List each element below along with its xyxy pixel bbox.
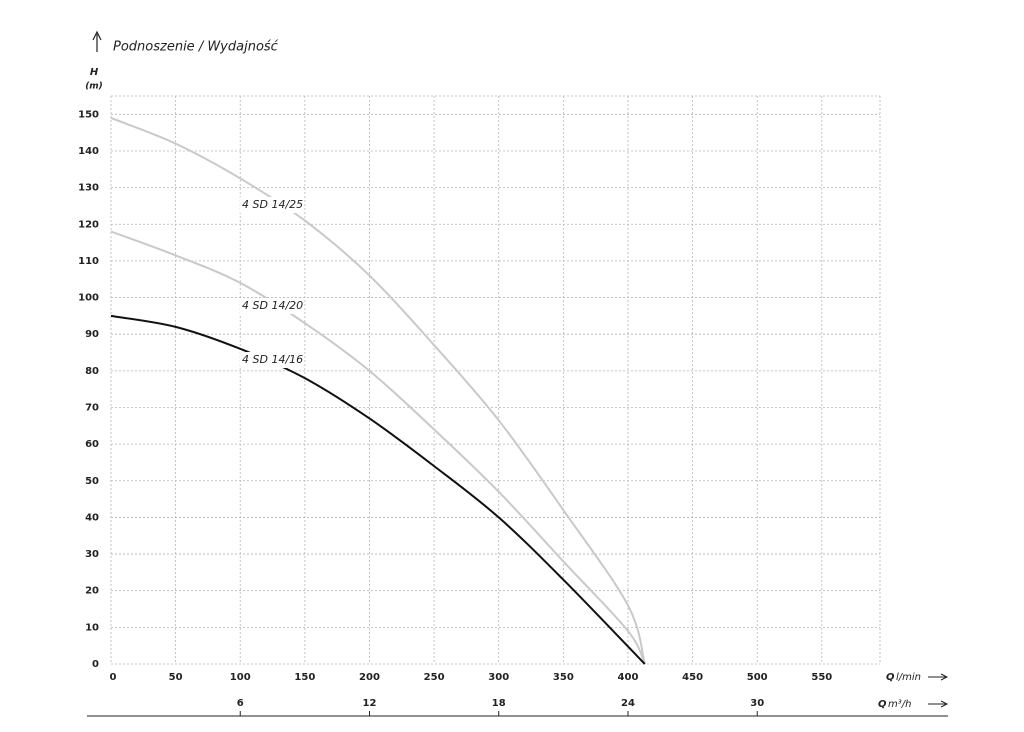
label-bg [240, 352, 302, 368]
y-tick-label: 30 [85, 549, 99, 560]
x-tick-label: 250 [424, 672, 445, 683]
y-tick-label: 120 [78, 219, 99, 230]
curve [110, 117, 646, 665]
curve-label: 4 SD 14/25 [242, 198, 303, 211]
x-label-symbol: Q [886, 672, 895, 683]
x-tick-label: 550 [811, 672, 832, 683]
x2-tick-label: 30 [750, 698, 764, 709]
x-tick-label: 150 [294, 672, 315, 683]
curve [110, 314, 646, 665]
y-tick-label: 0 [92, 659, 99, 670]
x2-tick-label: 24 [621, 698, 635, 709]
y-tick-label: 130 [78, 183, 99, 194]
y-tick-label: 10 [85, 622, 99, 633]
y-label: H [90, 67, 99, 78]
y-tick-label: 90 [85, 329, 99, 340]
y-tick-label: 60 [85, 439, 99, 450]
x2-tick-label: 12 [363, 698, 377, 709]
y-tick-label: 70 [85, 402, 99, 413]
y-tick-label: 150 [78, 109, 99, 120]
y-tick-label: 50 [85, 476, 99, 487]
y-tick-label: 140 [78, 146, 99, 157]
x2-tick-label: 6 [237, 698, 244, 709]
x-tick-label: 200 [359, 672, 380, 683]
y-arrow-head [92, 30, 102, 41]
x-tick-label: 450 [682, 672, 703, 683]
x2-tick-label: 18 [492, 698, 506, 709]
x-arrow-head [940, 673, 949, 681]
x2-label-unit: m³/h [888, 699, 911, 710]
label-bg [240, 197, 302, 213]
x-tick-label: 300 [488, 672, 509, 683]
x-label-unit: l/min [896, 672, 921, 683]
y-tick-label: 40 [85, 512, 99, 523]
x-tick-label: 50 [169, 672, 183, 683]
x-tick-label: 0 [110, 672, 117, 683]
chart-title: Podnoszenie / Wydajność [113, 40, 279, 55]
x-tick-label: 350 [553, 672, 574, 683]
x-tick-label: 400 [618, 672, 639, 683]
curve-label: 4 SD 14/20 [242, 299, 303, 312]
x-tick-label: 100 [230, 672, 251, 683]
curve [110, 230, 646, 665]
x2-label-symbol: Q [878, 699, 887, 710]
x2-arrow-head [940, 700, 949, 708]
y-tick-label: 80 [85, 366, 99, 377]
y-tick-label: 110 [78, 256, 99, 267]
x-tick-label: 500 [747, 672, 768, 683]
label-bg [240, 298, 302, 314]
y-tick-label: 20 [85, 586, 99, 597]
y-tick-label: 100 [78, 293, 99, 304]
y-unit: (m) [85, 82, 103, 92]
curve-label: 4 SD 14/16 [242, 353, 303, 366]
